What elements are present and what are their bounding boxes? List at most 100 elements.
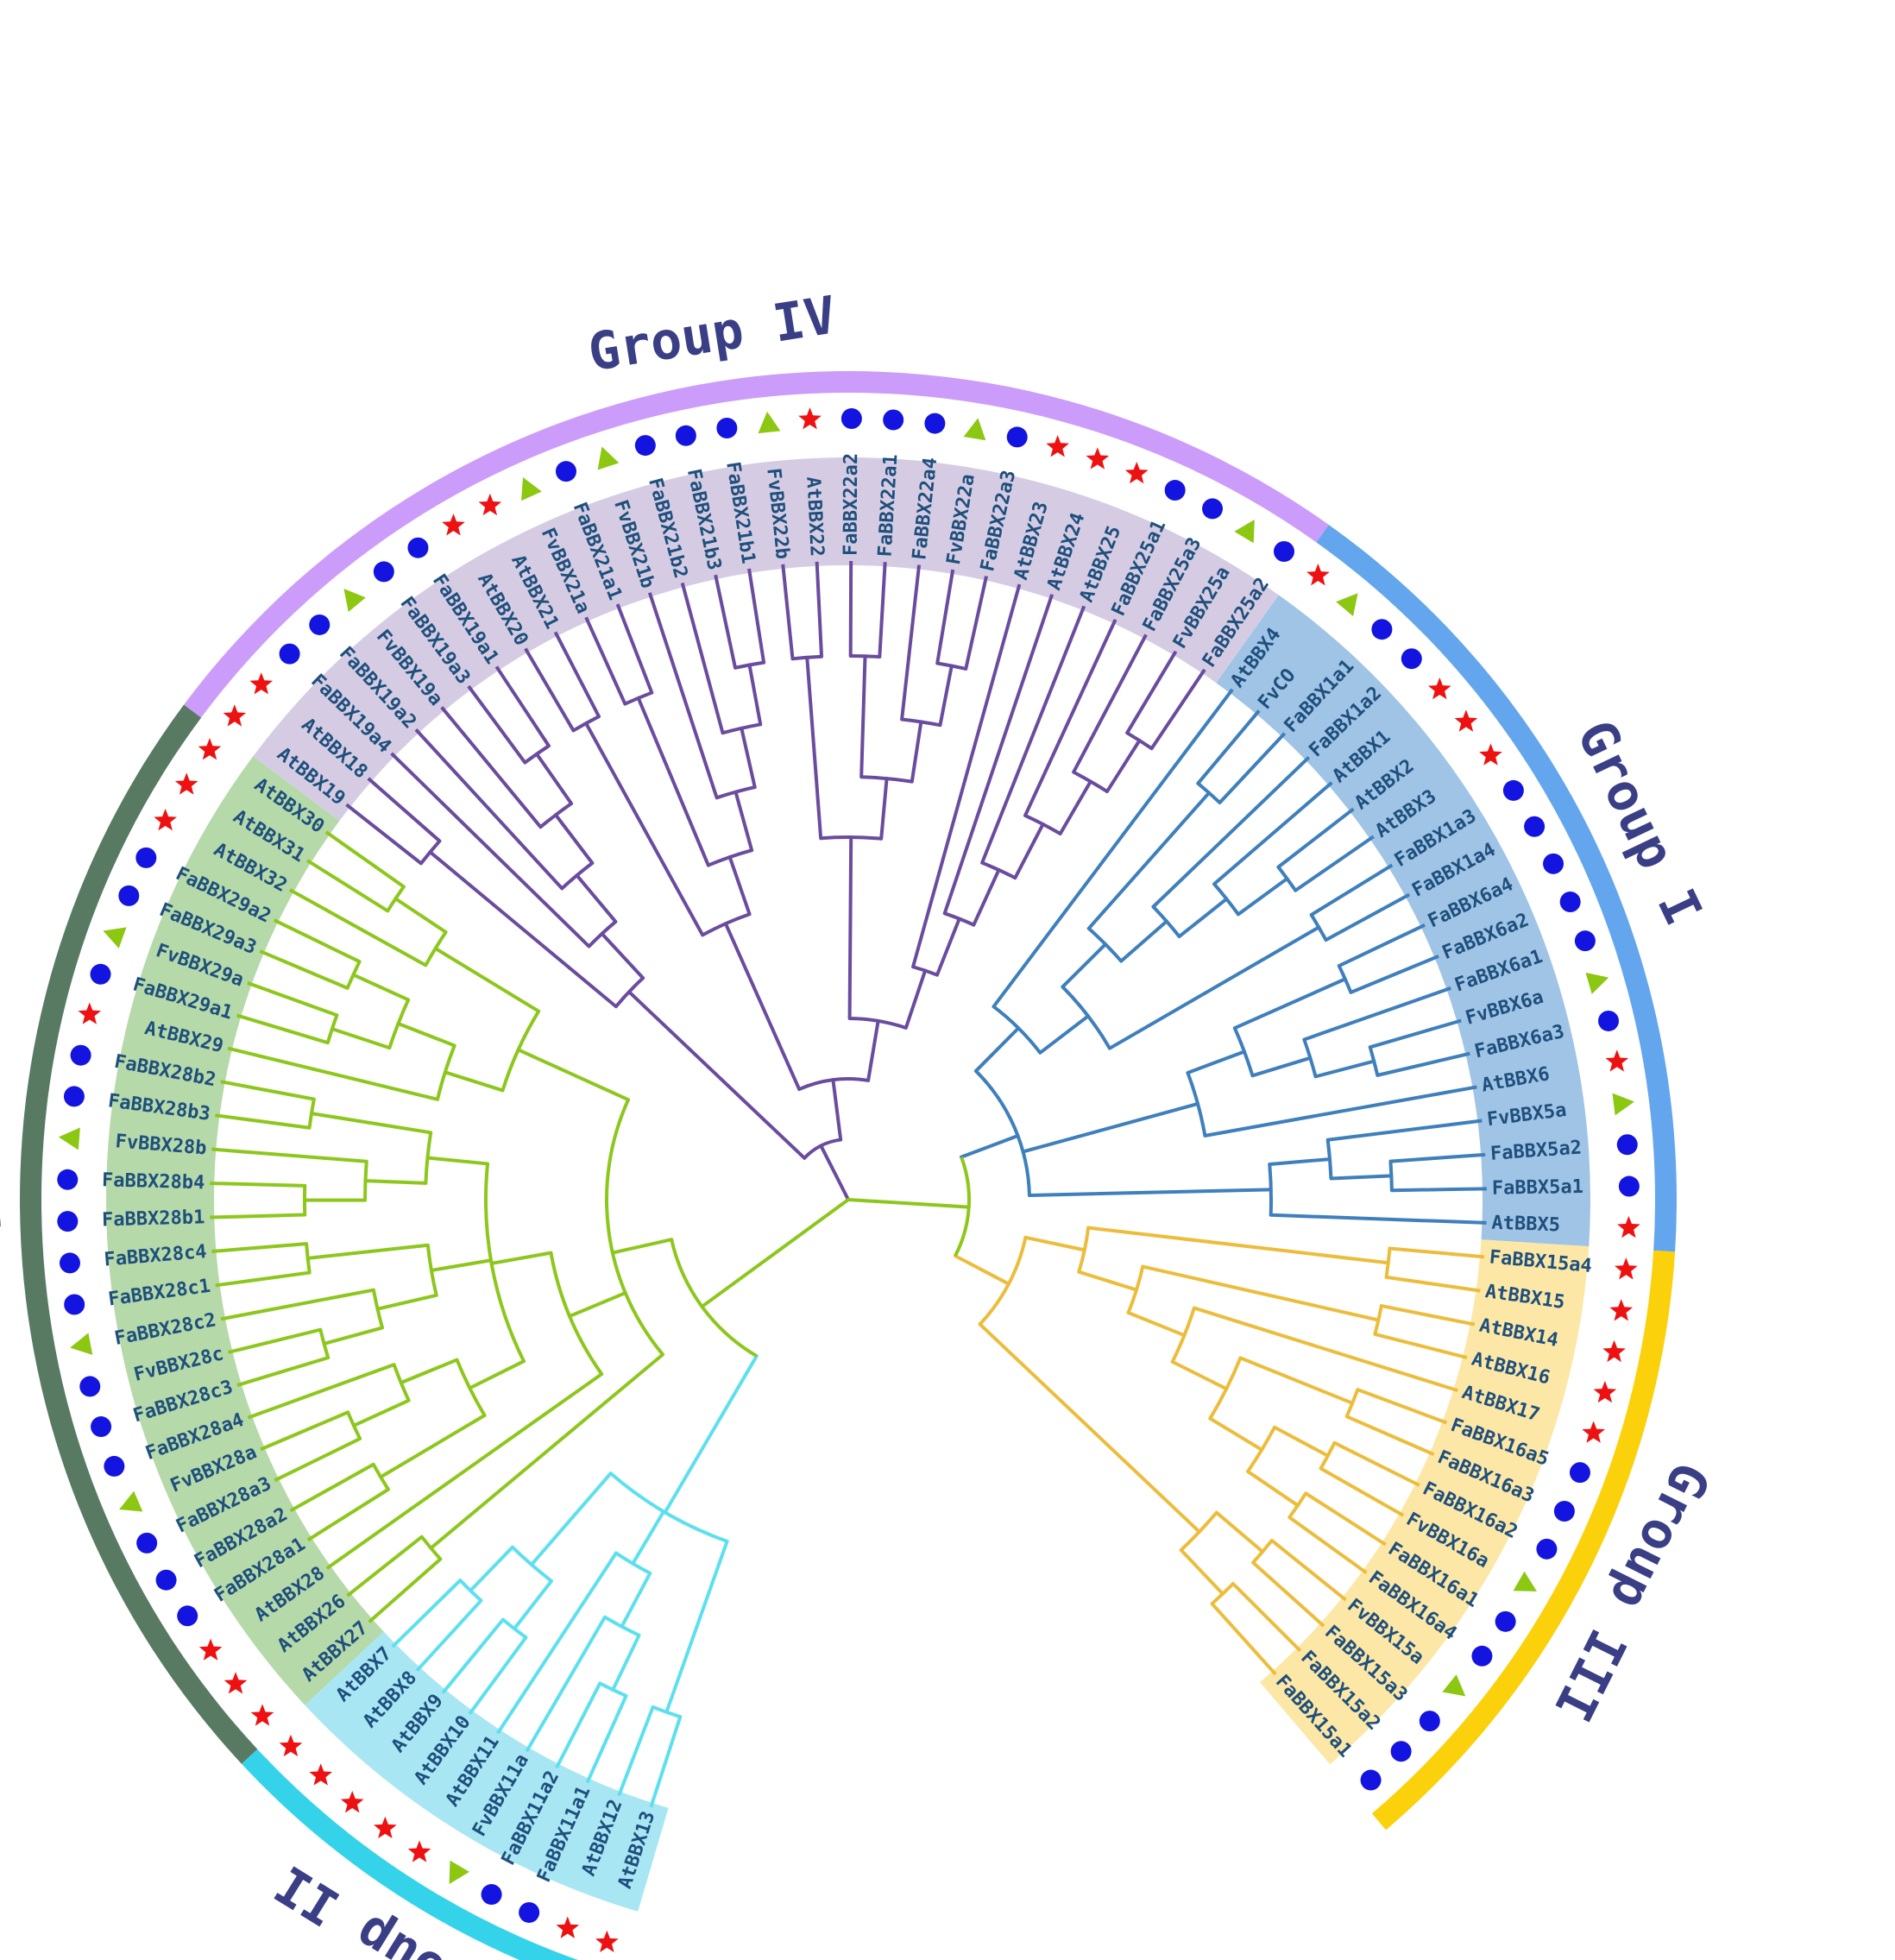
arc-cIII_f bbox=[1208, 1357, 1243, 1420]
branch-cIV_b bbox=[428, 850, 618, 1009]
marker-FaBBX16a5-circle-icon bbox=[1569, 1462, 1590, 1484]
marker-FvBBX21b-triangle-icon bbox=[597, 446, 620, 470]
branch-cI_m bbox=[1313, 1059, 1376, 1079]
marker-FaBBX15a4-star-icon bbox=[1615, 1257, 1638, 1280]
branch-cIV_e bbox=[553, 813, 595, 865]
tip-AtBBX3 bbox=[1344, 835, 1375, 858]
marker-FaBBX16a1-circle-icon bbox=[1495, 1610, 1516, 1632]
tip-AtBBX9 bbox=[441, 1665, 466, 1694]
arc-cIV_i bbox=[572, 715, 600, 733]
branch-cIII_j bbox=[1246, 1469, 1300, 1508]
arc-cI_p bbox=[1388, 1161, 1394, 1191]
branch-AtBBX30 bbox=[352, 850, 406, 889]
branch-cV_r bbox=[396, 1021, 456, 1048]
branch-cIII_g bbox=[1238, 1356, 1355, 1405]
branch-cI_n bbox=[1027, 1188, 1273, 1198]
marker-FaBBX21b1-circle-icon bbox=[716, 417, 738, 438]
marker-FaBBX19a4-circle-icon bbox=[279, 643, 300, 665]
branch-FaBBX5a2 bbox=[1388, 1155, 1453, 1163]
arc-cI bbox=[974, 1069, 1031, 1196]
marker-FaBBX6a1-circle-icon bbox=[1574, 930, 1596, 952]
tip-FaBBX29a2 bbox=[273, 918, 306, 937]
branch-AtBBX21 bbox=[569, 661, 601, 719]
arc-cIV_e bbox=[539, 802, 573, 829]
branch-cI_p bbox=[1329, 1174, 1394, 1181]
arc-cIV_n bbox=[734, 660, 765, 670]
arc-cV_a bbox=[420, 1535, 442, 1560]
branch-FaBBX11a1 bbox=[599, 1693, 628, 1753]
arc-cIII_j bbox=[1287, 1492, 1307, 1519]
tip-FaBBX16a3 bbox=[1401, 1439, 1435, 1457]
tip-AtBBX22 bbox=[815, 561, 821, 596]
branch-cIV_r bbox=[879, 777, 889, 841]
arc-cII_b2 bbox=[599, 1681, 627, 1698]
tip-FvBBX21a bbox=[584, 616, 602, 650]
arc-cIII_h bbox=[1246, 1426, 1276, 1473]
leaf-label-AtBBX5: AtBBX5 bbox=[1491, 1213, 1560, 1237]
branch-FvBBX25a bbox=[1125, 679, 1161, 735]
branch-FaBBX28b4 bbox=[242, 1182, 307, 1188]
group-i-band bbox=[1216, 595, 1590, 1247]
branch-FaBBX25a2 bbox=[1149, 696, 1187, 751]
tip-FaBBX29a3 bbox=[259, 949, 293, 967]
tip-FaBBX11a1 bbox=[585, 1750, 603, 1784]
tip-AtBBX2 bbox=[1325, 807, 1355, 832]
branch-AtBBX29 bbox=[259, 1055, 439, 1101]
branch-AtBBX10 bbox=[488, 1635, 528, 1688]
branch-FvBBX28a bbox=[290, 1410, 350, 1438]
group-bands bbox=[105, 457, 1590, 1912]
branch-FaBBX28c2 bbox=[253, 1288, 375, 1314]
marker-AtBBX1-star-icon bbox=[1428, 677, 1451, 700]
branch-cIII_i bbox=[1272, 1425, 1330, 1458]
tip-AtBBX6 bbox=[1442, 1085, 1477, 1095]
marker-AtBBX30-star-icon bbox=[198, 738, 222, 760]
branch-cII_c2 bbox=[469, 1545, 514, 1593]
arc-cI_m bbox=[1368, 1046, 1380, 1076]
branch-AtBBX5 bbox=[1269, 1213, 1454, 1224]
arc-cIII_b bbox=[1384, 1248, 1392, 1278]
tip-FaBBX15a4 bbox=[1450, 1251, 1485, 1259]
branch-FaBBX16a3 bbox=[1344, 1415, 1404, 1443]
marker-FaBBX6a2-circle-icon bbox=[1559, 892, 1581, 913]
tip-FaBBX28a4 bbox=[247, 1404, 281, 1420]
arc-cIV_r bbox=[861, 775, 913, 784]
marker-FvBBX25a-triangle-icon bbox=[1234, 519, 1255, 544]
branch-cIV_m bbox=[740, 726, 757, 790]
branch-FaBBX16a5 bbox=[1356, 1388, 1416, 1413]
group-i-ring bbox=[1316, 524, 1678, 1252]
arc-cII_b1 bbox=[603, 1616, 640, 1637]
branch-cII_b1 bbox=[620, 1571, 652, 1629]
tip-FaBBX6a3 bbox=[1435, 1051, 1470, 1063]
branch-FaBBX19a2 bbox=[438, 753, 564, 891]
branch-cII_b2 bbox=[611, 1633, 641, 1692]
branch-AtBBX3 bbox=[1294, 854, 1347, 892]
branch-cIV bbox=[819, 1144, 850, 1201]
marker-FaBBX29a1-circle-icon bbox=[90, 963, 111, 985]
tip-FvBBX5a bbox=[1447, 1119, 1483, 1127]
branch-FaBBX6a3 bbox=[1376, 1059, 1439, 1077]
tip-AtBBX24 bbox=[1039, 594, 1055, 628]
leaf-label-AtBBX22: AtBBX22 bbox=[802, 476, 828, 558]
arc-cIV_v bbox=[912, 965, 938, 977]
tip-FaBBX19a4 bbox=[390, 752, 418, 779]
arc-cII_a bbox=[652, 1705, 681, 1719]
branch-AtBBX8 bbox=[438, 1598, 483, 1648]
marker-FvBBX29a-triangle-icon bbox=[103, 927, 127, 948]
arc-cI_f bbox=[1212, 882, 1240, 916]
marker-FaBBX1a2-circle-icon bbox=[1401, 648, 1422, 670]
marker-AtBBX25-star-icon bbox=[1124, 461, 1149, 484]
branch-cIII_c bbox=[1077, 1270, 1139, 1292]
marker-FvBBX11a-triangle-icon bbox=[449, 1860, 469, 1885]
tip-FvBBX25a bbox=[1156, 650, 1178, 683]
tip-FaBBX25a1 bbox=[1099, 619, 1117, 652]
tip-FaBBX28a2 bbox=[289, 1492, 322, 1513]
marker-AtBBX16-star-icon bbox=[1593, 1380, 1617, 1403]
tip-FaBBX28c3 bbox=[236, 1373, 271, 1388]
marker-AtBBX26-star-icon bbox=[223, 1672, 248, 1694]
leaf-label-FaBBX28b1: FaBBX28b1 bbox=[102, 1207, 205, 1231]
branch-cIV_v bbox=[903, 968, 928, 1030]
branch-cV_p bbox=[516, 1048, 631, 1102]
arc-cV_l bbox=[424, 1131, 433, 1183]
arc-cIII_l bbox=[1251, 1539, 1274, 1564]
tip-FaBBX25a2 bbox=[1183, 668, 1206, 700]
